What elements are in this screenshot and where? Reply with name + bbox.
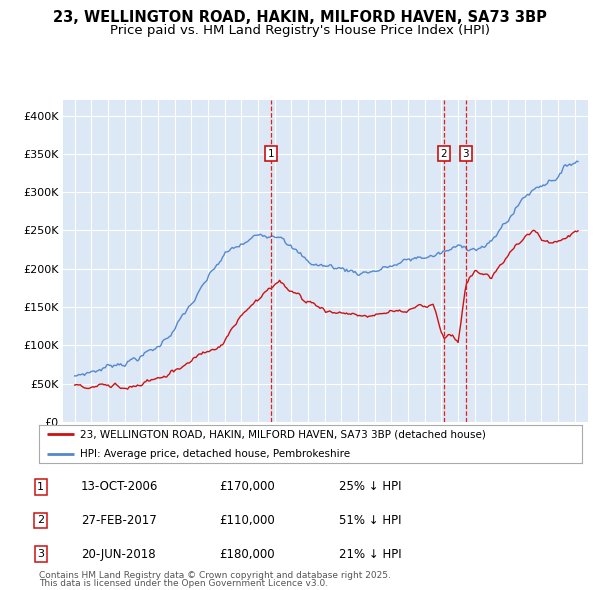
Text: £110,000: £110,000 bbox=[219, 514, 275, 527]
Text: 23, WELLINGTON ROAD, HAKIN, MILFORD HAVEN, SA73 3BP: 23, WELLINGTON ROAD, HAKIN, MILFORD HAVE… bbox=[53, 10, 547, 25]
Text: £170,000: £170,000 bbox=[219, 480, 275, 493]
Text: 3: 3 bbox=[463, 149, 469, 159]
Text: 23, WELLINGTON ROAD, HAKIN, MILFORD HAVEN, SA73 3BP (detached house): 23, WELLINGTON ROAD, HAKIN, MILFORD HAVE… bbox=[80, 430, 485, 440]
Text: 2: 2 bbox=[37, 516, 44, 525]
Text: 2: 2 bbox=[440, 149, 448, 159]
Text: 21% ↓ HPI: 21% ↓ HPI bbox=[339, 548, 401, 560]
Text: 25% ↓ HPI: 25% ↓ HPI bbox=[339, 480, 401, 493]
Text: 27-FEB-2017: 27-FEB-2017 bbox=[81, 514, 157, 527]
Text: £180,000: £180,000 bbox=[219, 548, 275, 560]
Text: 13-OCT-2006: 13-OCT-2006 bbox=[81, 480, 158, 493]
Text: Contains HM Land Registry data © Crown copyright and database right 2025.: Contains HM Land Registry data © Crown c… bbox=[39, 571, 391, 580]
Text: 3: 3 bbox=[37, 549, 44, 559]
Text: 20-JUN-2018: 20-JUN-2018 bbox=[81, 548, 155, 560]
Text: This data is licensed under the Open Government Licence v3.0.: This data is licensed under the Open Gov… bbox=[39, 579, 328, 588]
Text: Price paid vs. HM Land Registry's House Price Index (HPI): Price paid vs. HM Land Registry's House … bbox=[110, 24, 490, 37]
Text: HPI: Average price, detached house, Pembrokeshire: HPI: Average price, detached house, Pemb… bbox=[80, 449, 350, 459]
Text: 51% ↓ HPI: 51% ↓ HPI bbox=[339, 514, 401, 527]
Text: 1: 1 bbox=[268, 149, 274, 159]
Text: 1: 1 bbox=[37, 482, 44, 491]
